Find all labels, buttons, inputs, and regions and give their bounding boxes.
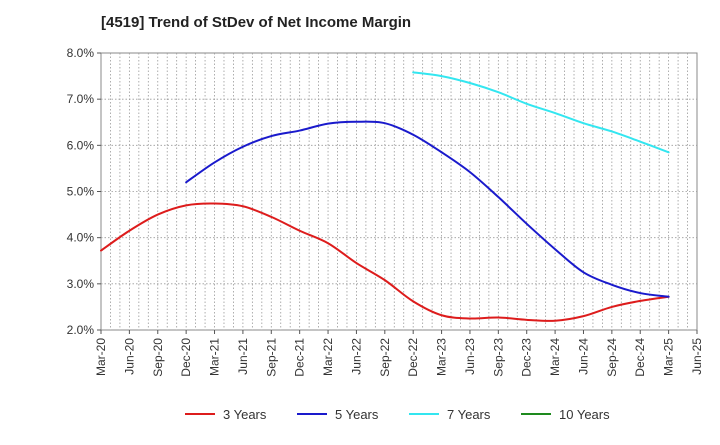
legend-label-3-years: 3 Years — [223, 407, 267, 422]
x-tick-label: Dec-23 — [520, 338, 534, 377]
x-tick-label: Sep-20 — [151, 338, 165, 377]
x-tick-label: Mar-24 — [548, 338, 562, 376]
x-tick-label: Mar-23 — [435, 338, 449, 376]
x-tick-label: Dec-20 — [179, 338, 193, 377]
legend-label-5-years: 5 Years — [335, 407, 379, 422]
axes: 2.0% 3.0% 4.0% 5.0% 6.0% 7.0% 8.0% Mar-20 Jun-20… — [67, 46, 704, 377]
chart-title: [4519] Trend of StDev of Net Income Marg… — [101, 14, 412, 31]
grid — [101, 53, 697, 330]
y-tick-label: 6.0% — [67, 138, 95, 152]
series-line-5-years — [185, 120, 670, 298]
x-tick-label: Jun-25 — [690, 338, 704, 375]
x-tick-label: Jun-23 — [463, 338, 477, 375]
y-tick-label: 4.0% — [67, 231, 95, 245]
x-tick-label: Sep-24 — [605, 338, 619, 377]
y-tick-label: 2.0% — [67, 323, 95, 337]
x-tick-label: Jun-24 — [576, 338, 590, 375]
x-tick-label: Dec-21 — [293, 338, 307, 377]
series-line-7-years — [412, 71, 670, 154]
y-tick-label: 7.0% — [67, 92, 95, 106]
x-tick-label: Mar-25 — [662, 338, 676, 376]
y-tick-label: 5.0% — [67, 185, 95, 199]
y-tick-label: 3.0% — [67, 277, 95, 291]
x-tick-label: Mar-21 — [208, 338, 222, 376]
x-tick-label: Sep-21 — [264, 338, 278, 377]
y-tick-label: 8.0% — [67, 46, 95, 60]
series-line-3-years — [100, 202, 670, 322]
legend-label-7-years: 7 Years — [447, 407, 491, 422]
x-tick-label: Mar-20 — [94, 338, 108, 376]
legend-label-10-years: 10 Years — [559, 407, 610, 422]
x-tick-label: Jun-22 — [349, 338, 363, 375]
series-lines — [100, 71, 670, 322]
x-tick-label: Mar-22 — [321, 338, 335, 376]
x-tick-label: Sep-23 — [491, 338, 505, 377]
x-tick-label: Jun-20 — [122, 338, 136, 375]
x-tick-label: Dec-24 — [633, 338, 647, 377]
x-tick-label: Sep-22 — [378, 338, 392, 377]
x-tick-label: Dec-22 — [406, 338, 420, 377]
legend: 3 Years 5 Years 7 Years 10 Years — [185, 407, 610, 422]
x-tick-label: Jun-21 — [236, 338, 250, 375]
